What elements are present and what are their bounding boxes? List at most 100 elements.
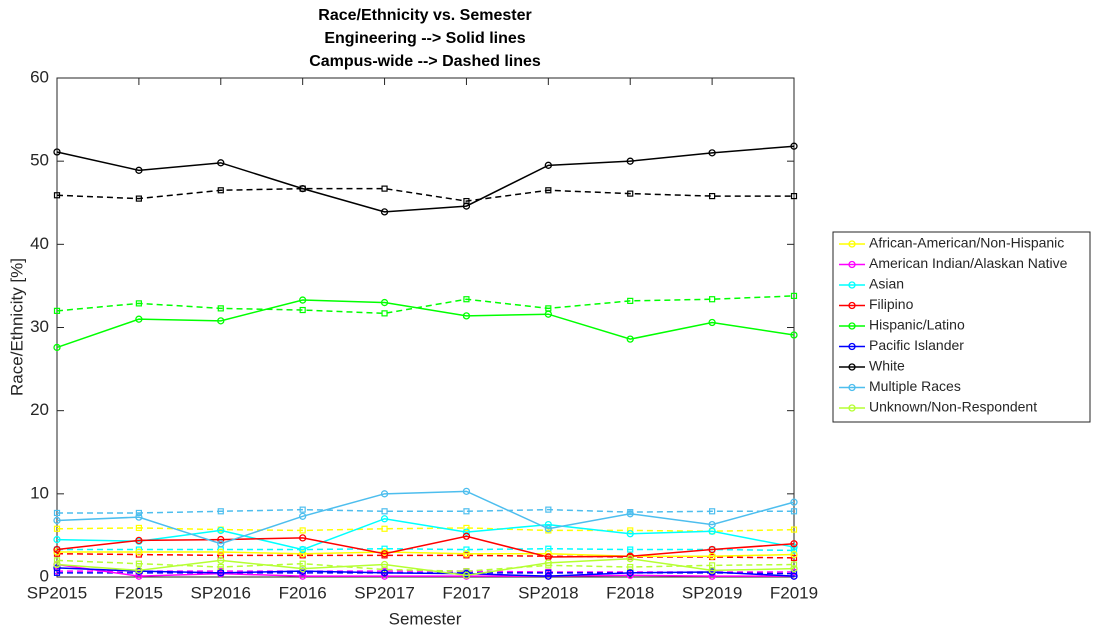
- legend-marker: [848, 260, 856, 269]
- y-tick-label: 20: [30, 400, 49, 419]
- y-tick-label: 30: [30, 317, 49, 336]
- engineering-line: [56, 535, 795, 558]
- x-tick-label: SP2015: [27, 583, 88, 602]
- engineering-marker: [708, 149, 716, 157]
- x-tick-label: SP2019: [682, 583, 743, 602]
- engineering-marker: [217, 540, 225, 548]
- campus-marker: [53, 307, 61, 314]
- campus-marker: [299, 527, 306, 534]
- engineering-marker: [790, 540, 798, 548]
- engineering-marker: [708, 545, 716, 554]
- x-tick-label: SP2018: [518, 583, 579, 602]
- campus-marker: [463, 296, 470, 303]
- engineering-line: [56, 563, 794, 577]
- engineering-marker: [380, 515, 389, 523]
- campus-marker: [709, 296, 716, 303]
- engineering-marker: [462, 312, 471, 320]
- x-tick-label: SP2017: [354, 583, 415, 602]
- legend-box: [832, 231, 1091, 423]
- engineering-marker: [626, 157, 634, 165]
- engineering-marker: [544, 520, 552, 529]
- engineering-marker: [380, 550, 389, 558]
- engineering-marker: [53, 516, 61, 525]
- campus-marker: [545, 506, 552, 513]
- engineering-marker: [53, 545, 61, 554]
- engineering-marker: [462, 550, 471, 558]
- campus-line: [57, 547, 795, 552]
- engineering-marker: [53, 560, 61, 569]
- engineering-marker: [462, 571, 471, 579]
- engineering-line: [56, 145, 795, 213]
- engineering-marker: [544, 559, 552, 567]
- engineering-line: [56, 299, 795, 349]
- engineering-marker: [380, 490, 389, 498]
- x-tick-label: F2017: [442, 583, 490, 602]
- campus-marker: [135, 560, 142, 567]
- legend-marker: [848, 342, 856, 351]
- campus-marker: [790, 547, 798, 554]
- engineering-marker: [708, 527, 716, 535]
- engineering-marker: [299, 512, 307, 520]
- legend-label: Pacific Islander: [869, 337, 964, 353]
- engineering-marker: [135, 166, 143, 174]
- engineering-marker: [135, 548, 143, 556]
- legend-marker: [848, 363, 856, 371]
- engineering-marker: [790, 498, 798, 506]
- x-tick-label: F2016: [279, 583, 327, 602]
- engineering-marker: [380, 560, 389, 569]
- engineering-marker: [299, 550, 307, 558]
- engineering-marker: [217, 535, 225, 544]
- engineering-marker: [299, 296, 307, 304]
- engineering-marker: [53, 148, 61, 156]
- campus-line: [56, 527, 795, 533]
- campus-marker: [299, 506, 306, 513]
- campus-marker: [381, 508, 388, 515]
- campus-marker: [53, 557, 61, 564]
- legend-label: Asian: [869, 276, 904, 292]
- engineering-marker: [790, 550, 798, 559]
- campus-marker: [463, 524, 470, 532]
- engineering-marker: [135, 536, 143, 545]
- engineering-marker: [53, 343, 61, 352]
- legend-marker: [848, 281, 856, 289]
- campus-line: [56, 295, 795, 315]
- engineering-marker: [53, 535, 61, 544]
- engineering-marker: [217, 569, 225, 577]
- legend-label: White: [869, 358, 905, 374]
- x-axis-label: Semester: [389, 609, 462, 628]
- campus-marker: [790, 561, 798, 568]
- campus-marker: [381, 310, 388, 317]
- campus-marker: [135, 300, 142, 307]
- engineering-marker: [380, 208, 389, 216]
- y-tick-label: 40: [30, 234, 49, 253]
- engineering-marker: [544, 310, 552, 318]
- engineering-line: [57, 551, 795, 557]
- engineering-marker: [217, 556, 225, 565]
- legend-marker: [848, 322, 856, 330]
- campus-marker: [463, 546, 470, 553]
- legend-marker: [848, 240, 856, 248]
- engineering-line: [56, 490, 795, 545]
- y-tick-label: 10: [30, 483, 49, 502]
- engineering-marker: [217, 526, 225, 535]
- engineering-marker: [217, 548, 225, 556]
- x-tick-label: F2015: [115, 583, 163, 602]
- engineering-marker: [380, 569, 389, 577]
- plot-area: [56, 77, 795, 578]
- campus-marker: [381, 525, 388, 532]
- legend-label: Unknown/Non-Respondent: [869, 399, 1037, 415]
- campus-marker: [709, 508, 716, 515]
- engineering-marker: [708, 318, 716, 327]
- engineering-marker: [626, 555, 634, 563]
- engineering-line: [56, 518, 795, 551]
- campus-marker: [627, 546, 634, 553]
- campus-marker: [135, 509, 142, 517]
- campus-marker: [53, 509, 61, 517]
- engineering-marker: [299, 545, 307, 554]
- engineering-marker: [462, 487, 471, 495]
- campus-marker: [217, 305, 224, 312]
- legend-label: African-American/Non-Hispanic: [869, 235, 1064, 251]
- campus-marker: [53, 192, 61, 199]
- chart-title: Engineering --> Solid lines: [324, 30, 525, 47]
- campus-line: [56, 187, 794, 202]
